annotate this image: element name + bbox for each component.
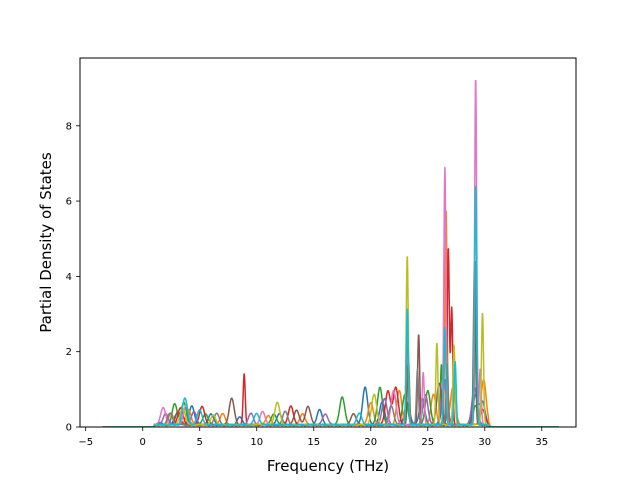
x-tick-label: 5 (197, 437, 203, 448)
x-tick-label: 10 (250, 437, 263, 448)
y-tick-label: 8 (66, 121, 72, 132)
x-tick-label: 25 (421, 437, 434, 448)
y-tick-label: 4 (66, 272, 72, 283)
series-line-10 (102, 185, 560, 427)
x-tick-label: 30 (478, 437, 491, 448)
x-tick-label: 15 (307, 437, 320, 448)
y-tick-label: 0 (66, 423, 72, 434)
axes-frame (79, 57, 577, 428)
x-axis-label: Frequency (THz) (267, 457, 389, 475)
plot-area (102, 79, 560, 427)
x-tick-label: 0 (140, 437, 146, 448)
x-tick-label: 35 (535, 437, 548, 448)
y-tick-label: 6 (66, 197, 72, 208)
x-axis: −5 0 5 10 15 20 25 30 35 (78, 427, 548, 448)
y-axis-label: Partial Density of States (37, 152, 55, 333)
y-axis: 0 2 4 6 8 (66, 121, 80, 434)
x-tick-label: −5 (78, 437, 93, 448)
y-tick-label: 2 (66, 347, 72, 358)
x-tick-label: 20 (364, 437, 377, 448)
